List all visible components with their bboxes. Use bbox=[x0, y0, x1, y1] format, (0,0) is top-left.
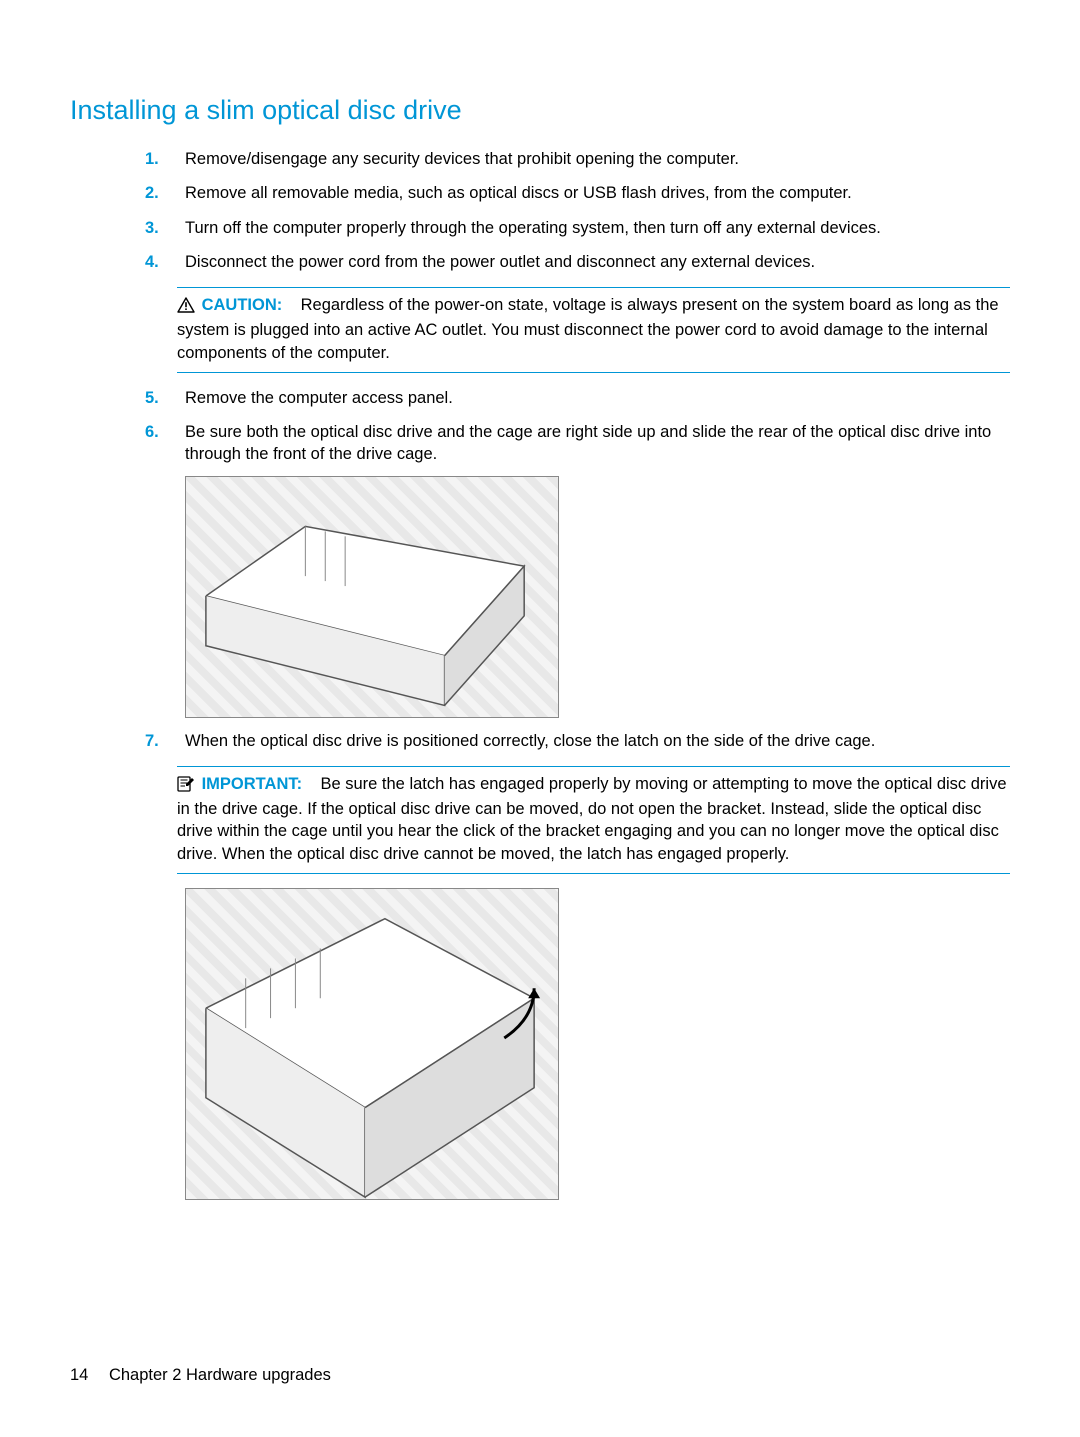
step-text: Turn off the computer properly through t… bbox=[185, 219, 881, 237]
step-number: 6. bbox=[145, 421, 159, 443]
step-item: 6. Be sure both the optical disc drive a… bbox=[145, 421, 1010, 718]
step-text: Be sure both the optical disc drive and … bbox=[185, 423, 991, 463]
step-item: 7. When the optical disc drive is positi… bbox=[145, 730, 1010, 1200]
caution-callout: CAUTION: Regardless of the power-on stat… bbox=[177, 287, 1010, 373]
figure-1-image bbox=[185, 476, 559, 718]
note-pencil-icon bbox=[177, 776, 195, 798]
step-text: Remove the computer access panel. bbox=[185, 389, 453, 407]
page-number: 14 bbox=[70, 1366, 88, 1385]
step-item: 3. Turn off the computer properly throug… bbox=[145, 217, 1010, 239]
figure-2-image bbox=[185, 888, 559, 1200]
figure-2 bbox=[185, 888, 1010, 1200]
section-title: Installing a slim optical disc drive bbox=[70, 95, 1010, 126]
important-text: Be sure the latch has engaged properly b… bbox=[177, 775, 1007, 863]
drive-insert-illustration-icon bbox=[186, 476, 558, 718]
step-number: 1. bbox=[145, 148, 159, 170]
caution-label: CAUTION: bbox=[202, 296, 283, 314]
step-text: Disconnect the power cord from the power… bbox=[185, 253, 815, 271]
important-label: IMPORTANT: bbox=[202, 775, 303, 793]
step-item: 5. Remove the computer access panel. bbox=[145, 387, 1010, 409]
latch-close-illustration-icon bbox=[186, 888, 558, 1200]
page-footer: 14 Chapter 2 Hardware upgrades bbox=[70, 1366, 331, 1385]
step-text: Remove all removable media, such as opti… bbox=[185, 184, 852, 202]
step-text: When the optical disc drive is positione… bbox=[185, 732, 875, 750]
step-number: 3. bbox=[145, 217, 159, 239]
document-page: Installing a slim optical disc drive 1. … bbox=[0, 0, 1080, 1437]
important-callout: IMPORTANT: Be sure the latch has engaged… bbox=[177, 766, 1010, 874]
step-item: 4. Disconnect the power cord from the po… bbox=[145, 251, 1010, 373]
figure-1 bbox=[185, 476, 1010, 718]
warning-triangle-icon bbox=[177, 297, 195, 319]
step-number: 5. bbox=[145, 387, 159, 409]
step-item: 2. Remove all removable media, such as o… bbox=[145, 182, 1010, 204]
chapter-title: Chapter 2 Hardware upgrades bbox=[109, 1366, 331, 1384]
step-text: Remove/disengage any security devices th… bbox=[185, 150, 739, 168]
step-number: 4. bbox=[145, 251, 159, 273]
ordered-steps: 1. Remove/disengage any security devices… bbox=[145, 148, 1010, 1200]
caution-text: Regardless of the power-on state, voltag… bbox=[177, 296, 999, 362]
step-number: 7. bbox=[145, 730, 159, 752]
step-item: 1. Remove/disengage any security devices… bbox=[145, 148, 1010, 170]
step-number: 2. bbox=[145, 182, 159, 204]
